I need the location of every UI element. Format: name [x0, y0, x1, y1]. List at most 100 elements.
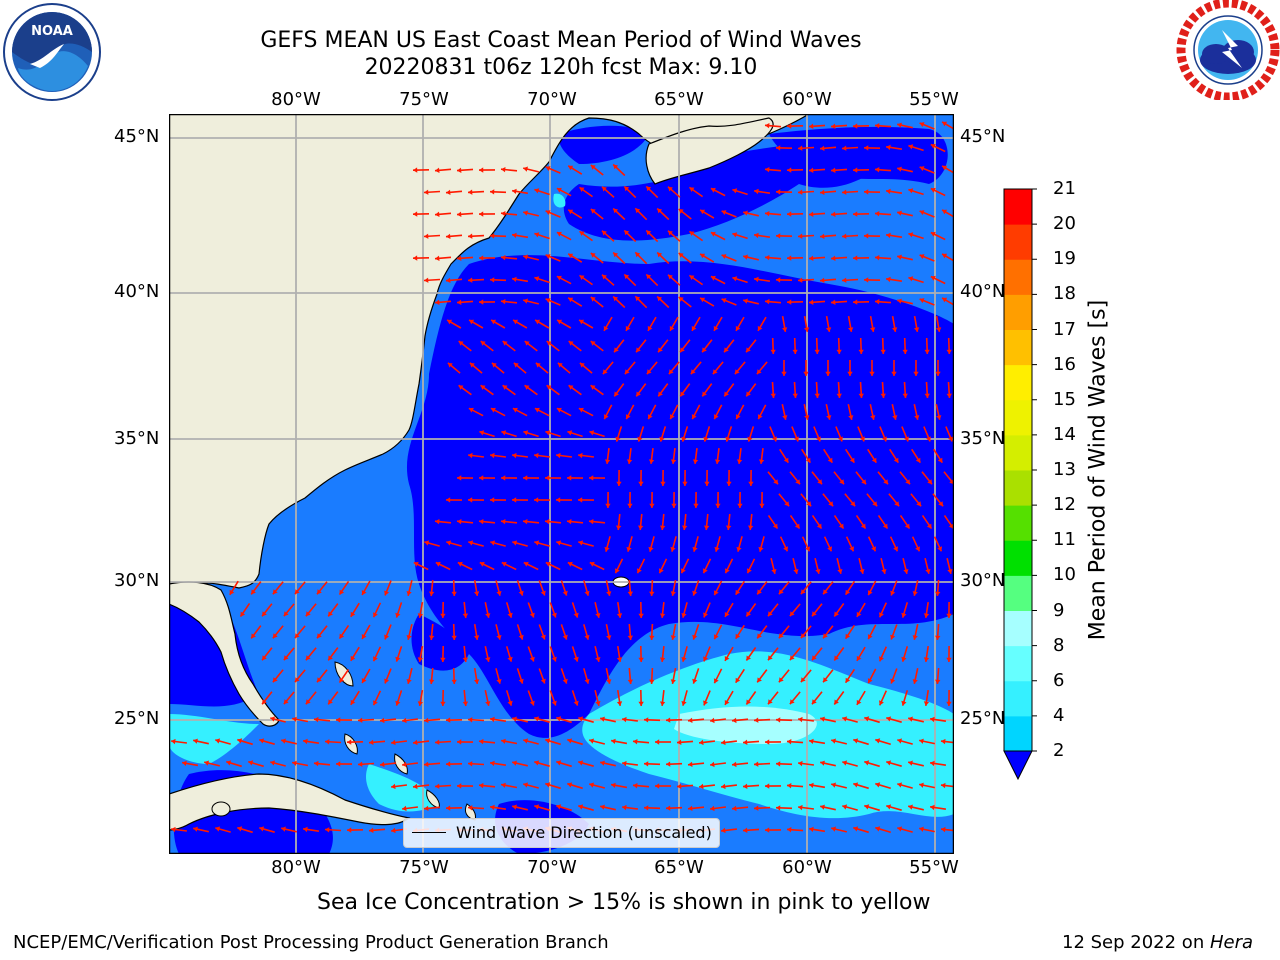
- wave-arrow-head: [713, 325, 719, 331]
- wave-arrow-head: [692, 459, 699, 464]
- lat-label-right: 35°N: [960, 428, 1006, 449]
- wave-arrow-head: [713, 678, 719, 684]
- wave-arrow-head: [614, 347, 619, 353]
- wave-arrow-head: [424, 761, 429, 767]
- wave-arrow-head: [413, 783, 418, 790]
- wave-arrow-head: [485, 701, 491, 706]
- lon-label-bottom: 70°W: [527, 857, 577, 878]
- wave-arrow-head: [816, 523, 822, 529]
- wave-arrow-head: [776, 761, 781, 767]
- wave-arrow-head: [406, 635, 412, 640]
- wave-arrow-head: [681, 701, 687, 706]
- wave-arrow-head: [879, 700, 884, 706]
- wave-arrow-head: [754, 276, 759, 283]
- wave-arrow-head: [578, 497, 583, 503]
- lat-label-left: 25°N: [114, 708, 160, 729]
- wave-arrow-head: [660, 481, 666, 486]
- wave-arrow-head: [858, 349, 864, 354]
- wave-arrow-head: [893, 546, 898, 552]
- colorbar-tick-label: 6: [1053, 669, 1065, 691]
- wave-arrow-head: [815, 569, 821, 574]
- wave-arrow-head: [721, 254, 727, 259]
- wave-arrow-head: [435, 739, 440, 745]
- wave-arrow-head: [765, 783, 770, 789]
- wave-arrow-head: [671, 503, 677, 508]
- wave-arrow-head: [545, 298, 551, 303]
- wave-arrow-head: [795, 479, 800, 485]
- wave-arrow-head: [424, 189, 429, 195]
- wave-arrow-head: [659, 657, 666, 662]
- wave-arrow-head: [435, 783, 440, 789]
- wave-arrow-head: [485, 657, 491, 662]
- wave-arrow-head: [468, 761, 473, 767]
- wave-arrow-head: [523, 475, 528, 481]
- wave-arrow-head: [781, 371, 787, 376]
- wave-arrow-head: [946, 657, 952, 662]
- wave-arrow-head: [787, 255, 792, 261]
- wave-arrow-head: [732, 717, 737, 724]
- wave-arrow-head: [659, 436, 665, 442]
- wave-arrow-head: [946, 613, 952, 618]
- wave-arrow-head: [820, 233, 825, 239]
- wave-arrow-head: [451, 591, 457, 596]
- wave-arrow-head: [627, 635, 633, 640]
- colorbar-tick-label: 12: [1053, 494, 1076, 516]
- wave-arrow-head: [446, 761, 451, 767]
- wave-arrow-head: [447, 362, 453, 368]
- wave-arrow-head: [681, 613, 687, 618]
- wave-arrow-head: [700, 253, 706, 259]
- wave-arrow-head: [648, 546, 654, 552]
- wave-arrow-head: [743, 210, 748, 216]
- wave-arrow-head: [678, 253, 684, 258]
- wave-arrow-head: [875, 782, 881, 788]
- footer-date-text: 12 Sep 2022 on: [1062, 932, 1205, 953]
- lat-label-left: 30°N: [114, 570, 160, 591]
- wave-arrow-head: [724, 700, 730, 705]
- wave-arrow-head: [590, 165, 596, 170]
- wave-arrow-head: [897, 738, 902, 744]
- wave-arrow-head: [787, 783, 792, 789]
- wave-arrow-head: [930, 275, 936, 281]
- wave-arrow-head: [590, 385, 596, 390]
- wave-arrow-head: [638, 525, 644, 530]
- wave-arrow-head: [622, 760, 627, 767]
- wave-arrow-head: [890, 634, 896, 640]
- wave-arrow-head: [479, 255, 484, 261]
- wave-arrow-head: [864, 277, 869, 283]
- wave-arrow-head: [474, 591, 480, 596]
- wave-arrow-head: [534, 188, 540, 194]
- wave-arrow-head: [635, 296, 641, 302]
- wave-arrow-head: [658, 391, 663, 397]
- wave-arrow-head: [474, 635, 480, 640]
- wave-arrow-head: [584, 634, 590, 640]
- wave-arrow-head: [429, 591, 435, 596]
- wave-arrow-head: [800, 589, 806, 595]
- colorbar-segment: [1004, 259, 1032, 295]
- wave-arrow-head: [930, 804, 935, 811]
- map-legend: Wind Wave Direction (unscaled): [403, 818, 720, 848]
- wave-arrow-head: [457, 167, 462, 173]
- wave-arrow-head: [603, 414, 609, 420]
- wave-arrow-head: [262, 611, 267, 617]
- wave-arrow-head: [914, 415, 920, 420]
- wave-arrow-head: [919, 166, 925, 172]
- wave-arrow-head: [534, 452, 539, 459]
- wave-arrow-head: [713, 634, 719, 640]
- wave-arrow-head: [347, 739, 352, 745]
- wave-arrow-head: [937, 546, 942, 552]
- wave-arrow-head: [600, 716, 605, 722]
- wave-arrow-head: [589, 561, 595, 567]
- wave-arrow-head: [534, 716, 540, 722]
- wave-arrow-head: [930, 187, 936, 193]
- wave-arrow-head: [875, 255, 880, 261]
- wave-arrow-head: [305, 611, 311, 617]
- wave-arrow-head: [897, 122, 902, 128]
- wave-arrow-head: [435, 519, 440, 525]
- wave-arrow-head: [573, 612, 579, 618]
- wave-arrow-head: [361, 678, 367, 683]
- wave-arrow-head: [836, 393, 842, 398]
- wave-arrow-head: [272, 589, 278, 595]
- wave-arrow-head: [391, 827, 396, 834]
- wave-arrow-head: [262, 655, 267, 661]
- wave-arrow-head: [579, 275, 585, 280]
